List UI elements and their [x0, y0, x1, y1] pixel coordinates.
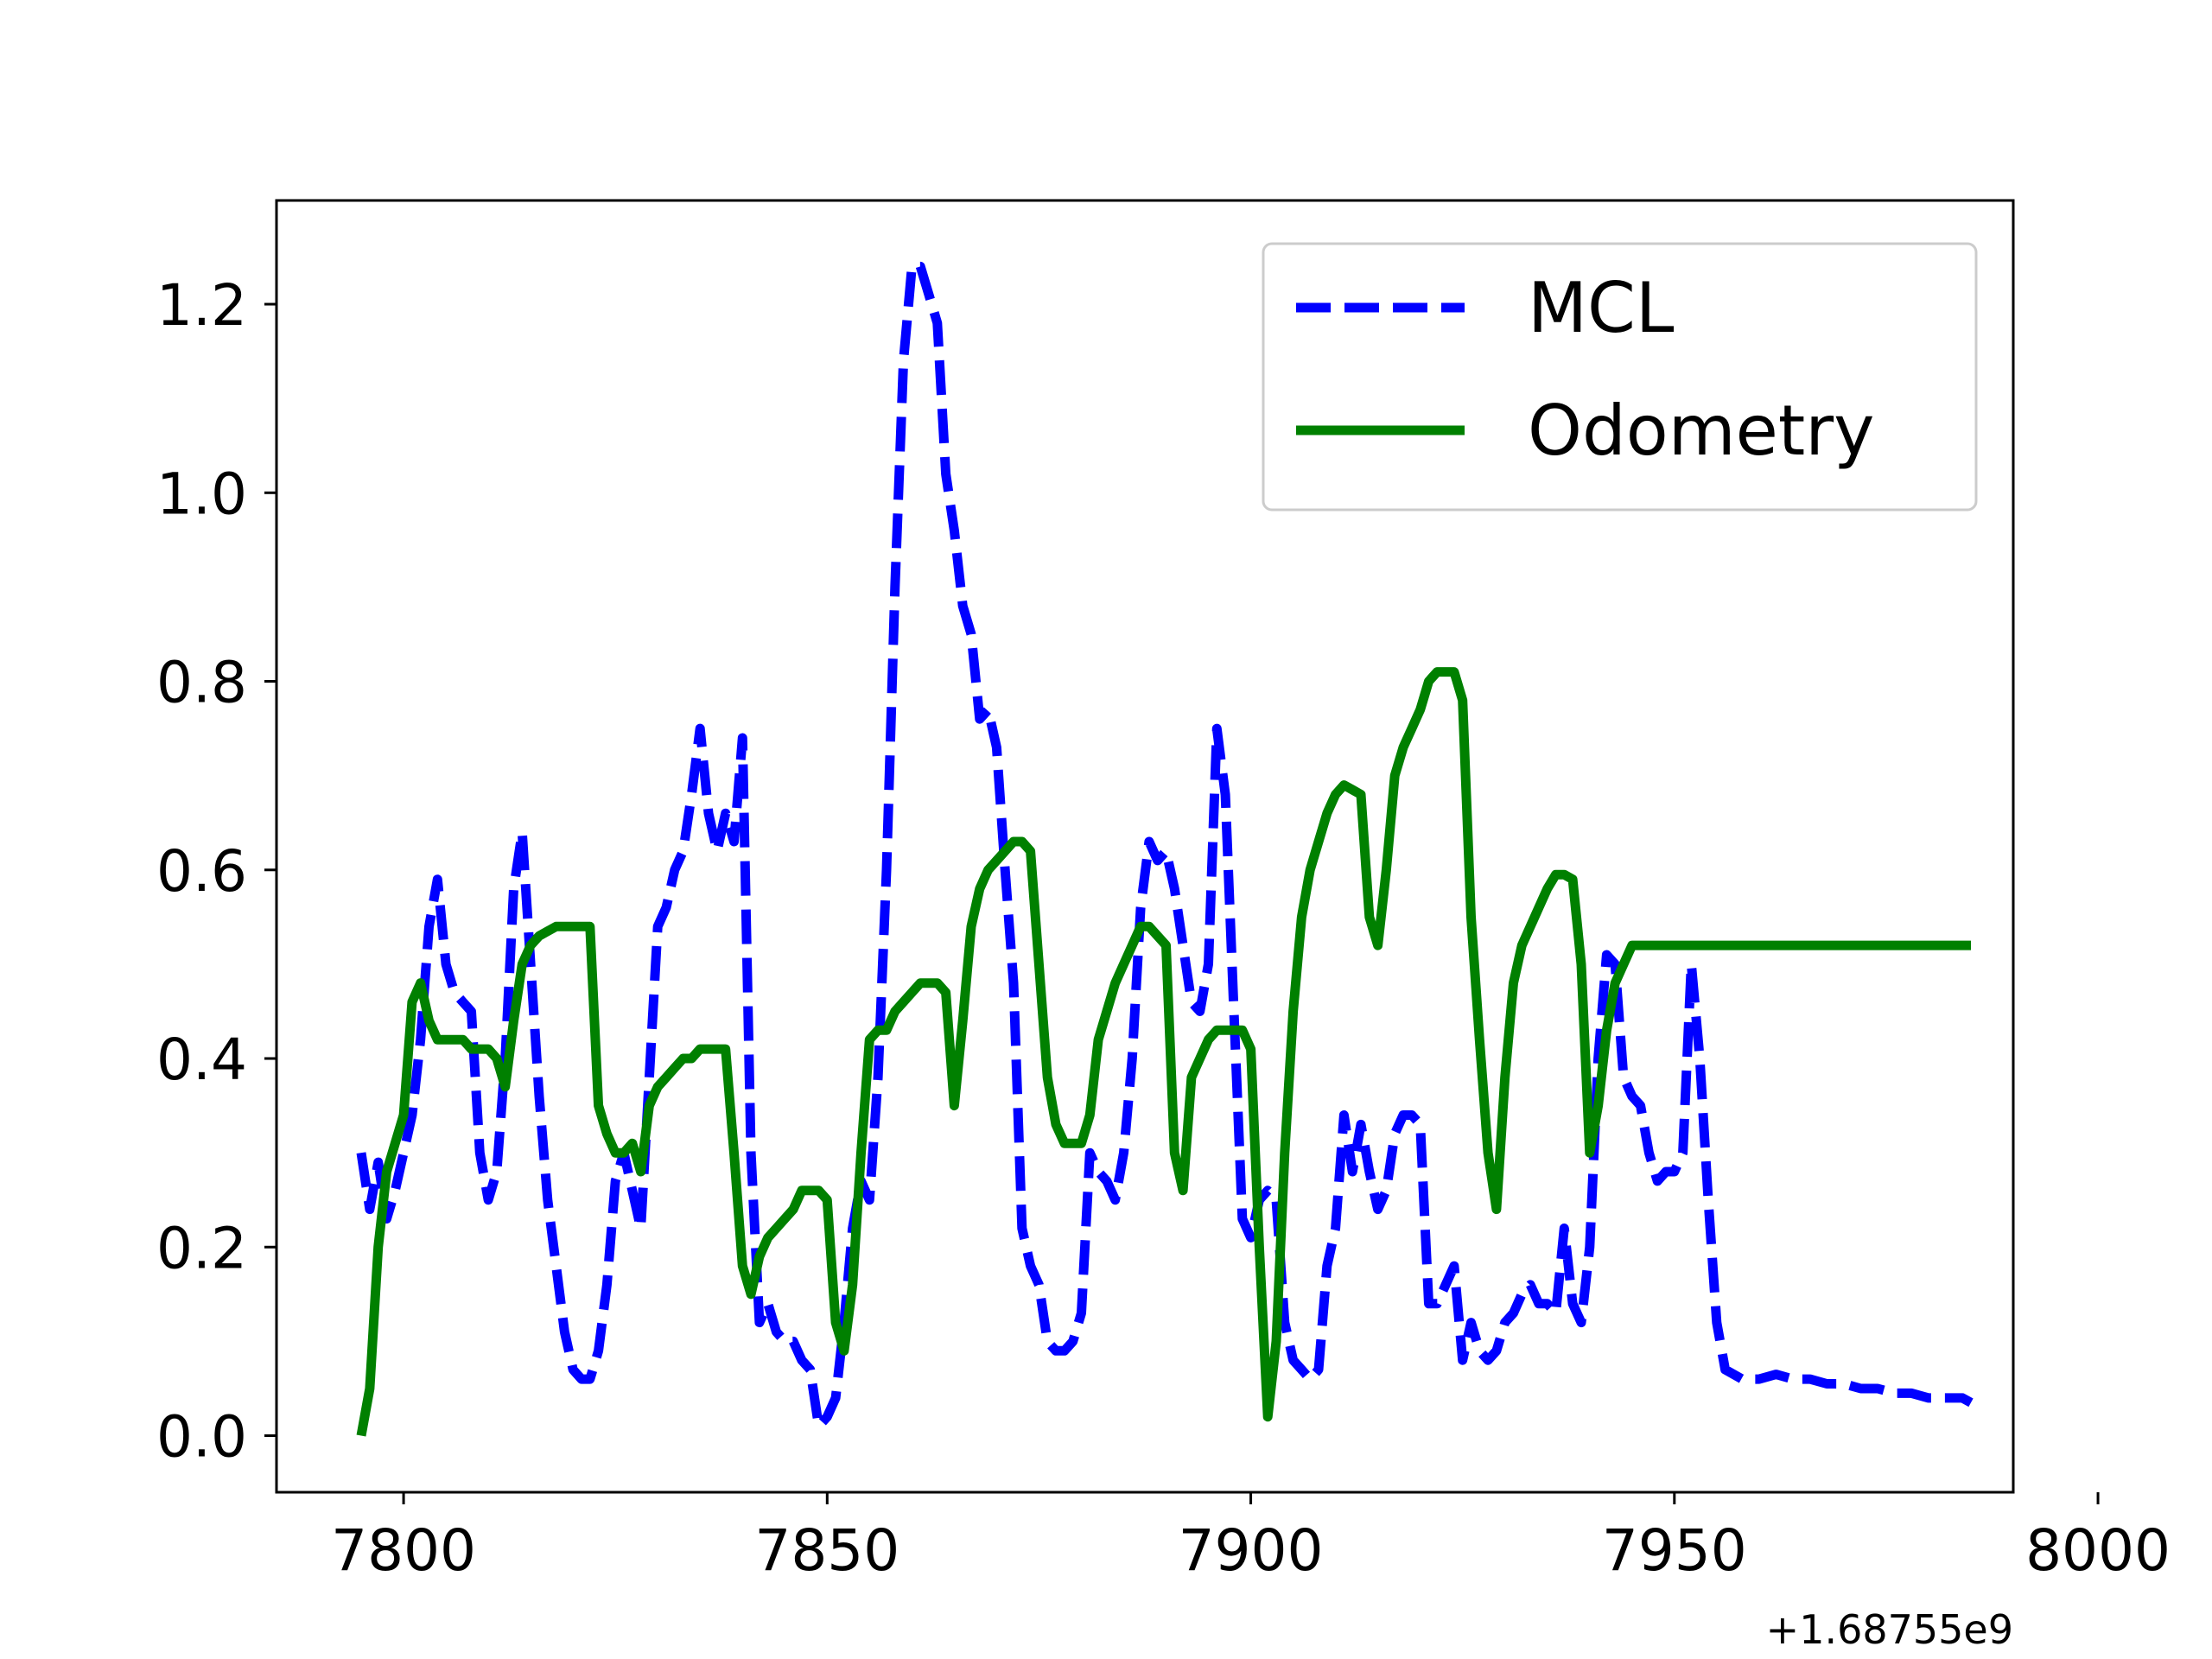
series-layer [356, 261, 1974, 1437]
series-line-mcl [356, 261, 1974, 1432]
x-tick-label: 7950 [1602, 1517, 1747, 1584]
x-tick-label: 7850 [754, 1517, 899, 1584]
x-axis-offset-label: +1.68755e9 [1766, 1606, 2013, 1653]
plot-frame [275, 199, 2015, 1494]
y-tick-label: 0.8 [156, 650, 247, 716]
y-tick-label: 0.0 [156, 1404, 247, 1471]
y-tick-label: 1.0 [156, 461, 247, 527]
x-tick-label: 7800 [331, 1517, 476, 1584]
x-tick-label: 8000 [2025, 1517, 2171, 1584]
y-tick-label: 0.2 [156, 1215, 247, 1281]
legend: MCL Odometry [1262, 242, 1978, 512]
legend-label-odometry: Odometry [1528, 391, 1874, 471]
y-tick-label: 1.2 [156, 272, 247, 339]
x-axis: 7800 7850 7900 7950 8000 [331, 1492, 2171, 1584]
legend-label-mcl: MCL [1528, 268, 1675, 348]
y-tick-label: 0.4 [156, 1027, 247, 1093]
y-tick-label: 0.6 [156, 838, 247, 905]
series-line-odometry [356, 667, 1971, 1437]
y-axis: 0.0 0.2 0.4 0.6 0.8 1.0 1.2 [156, 272, 276, 1471]
x-tick-label: 7900 [1179, 1517, 1324, 1584]
